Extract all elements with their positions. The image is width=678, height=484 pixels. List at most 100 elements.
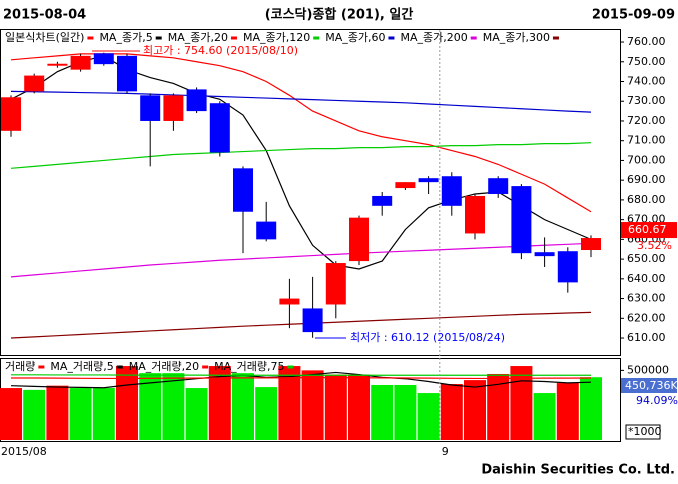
unit-label: *1000 (628, 425, 662, 438)
candle-body (93, 53, 114, 65)
price-frame (0, 29, 621, 356)
candle-body (465, 195, 485, 234)
volume-bar (162, 373, 185, 440)
candle-body (557, 251, 578, 283)
start-date: 2015-08-04 (3, 8, 86, 23)
volume-bar (371, 384, 394, 440)
legend-label: MA_종가,20 (168, 31, 228, 44)
unit-box (625, 424, 661, 440)
y-tick-label: 710.00 (627, 134, 666, 147)
candle-body (1, 97, 21, 131)
candle-body (140, 95, 161, 121)
last-volume-label: 450,736K (625, 379, 678, 392)
volume-bar (0, 388, 22, 440)
candle-body (256, 221, 277, 240)
legend-label: MA_종가,120 (243, 31, 310, 44)
legend-label: MA_종가,300 (483, 31, 550, 44)
y-tick-label: 730.00 (627, 94, 666, 107)
volume-bar (92, 388, 115, 440)
volume-bar (417, 393, 440, 440)
last-price-label: 660.67 (628, 223, 667, 236)
volume-bar (278, 366, 301, 440)
volume-bar (139, 373, 162, 440)
ma-line (10, 90, 592, 113)
ma-line (11, 377, 592, 380)
low-annotation: 최저가 : 610.12 (2015/08/24) (350, 331, 505, 344)
volume-bar (394, 384, 417, 440)
volume-bar (487, 373, 510, 440)
ma-line (10, 242, 592, 278)
ma-line (10, 142, 592, 169)
x-tick-label: 9 (442, 445, 449, 458)
candle-body (47, 63, 68, 66)
legend-label: MA_거래량,75 (214, 360, 284, 373)
candle-body (163, 95, 184, 121)
volume-bar (533, 393, 556, 440)
volume-bar (464, 380, 486, 440)
legend-label: MA_종가,60 (325, 31, 385, 44)
legend-label: MA_거래량,20 (129, 360, 199, 373)
volume-bar (580, 377, 602, 440)
volume-bar (324, 374, 347, 440)
footer: Daishin Securities Co. Ltd. (481, 463, 675, 478)
candle-body (581, 238, 601, 251)
candle-body (534, 252, 555, 257)
last-price-box (621, 222, 677, 239)
volume-bar (116, 366, 138, 440)
legend-label: 거래량 (5, 360, 35, 373)
candle-body (325, 263, 346, 305)
volume-bar (440, 384, 463, 440)
candle-body (488, 178, 509, 194)
y-tick-label: 750.00 (627, 55, 666, 68)
volume-bar (301, 370, 324, 440)
legend-label: MA_종가,5 (99, 31, 152, 44)
volume-bar (208, 366, 231, 440)
y-tick-label: 630.00 (627, 292, 666, 305)
high-annotation: 최고가 : 754.60 (2015/08/10) (143, 44, 298, 57)
candle-body (441, 176, 462, 206)
candle-body (302, 308, 323, 333)
volume-bar (348, 374, 370, 440)
candle-body (70, 55, 91, 70)
y-tick-label: 650.00 (627, 252, 666, 265)
legend-label: 일본식차트(일간) (5, 30, 84, 44)
last-volume-box (621, 378, 677, 393)
candle-body (279, 298, 300, 305)
candle-body (117, 55, 137, 92)
chart-title: (코스닥)종합 (201), 일간 (265, 7, 414, 23)
volume-bar (69, 388, 92, 440)
y-tick-label: 610.00 (627, 331, 666, 344)
legend-label: MA_거래량,5 (50, 360, 113, 373)
volume-bar (510, 366, 533, 440)
y-tick-label: 690.00 (627, 173, 666, 186)
volume-bar (185, 388, 208, 440)
candle-body (511, 186, 532, 254)
y-tick-label: 620.00 (627, 311, 666, 324)
y-tick-label: 740.00 (627, 75, 666, 88)
candle-body (418, 178, 439, 183)
y-tick-label: 680.00 (627, 193, 666, 206)
ma-line (10, 311, 592, 339)
candle-body (395, 182, 416, 189)
candle-body (233, 168, 253, 212)
end-date: 2015-09-09 (592, 8, 675, 23)
candle-body (372, 195, 393, 206)
change-label: 3.52% (637, 239, 672, 252)
y-tick-label: 700.00 (627, 153, 666, 166)
candle-body (349, 217, 369, 262)
candle-body (186, 89, 207, 112)
y-tick-label: 500000 (627, 363, 669, 376)
y-tick-label: 760.00 (627, 35, 666, 48)
volume-bar (46, 385, 69, 440)
volume-ratio-label: 94.09% (636, 394, 678, 407)
y-tick-label: 640.00 (627, 272, 666, 285)
x-tick-label: 2015/08 (1, 445, 47, 458)
volume-bar (556, 383, 579, 440)
candle-body (209, 103, 230, 153)
candle-body (24, 75, 45, 92)
legend-label: MA_종가,200 (400, 31, 467, 44)
volume-bar (232, 373, 254, 440)
y-tick-label: 720.00 (627, 114, 666, 127)
volume-bar (23, 389, 46, 440)
